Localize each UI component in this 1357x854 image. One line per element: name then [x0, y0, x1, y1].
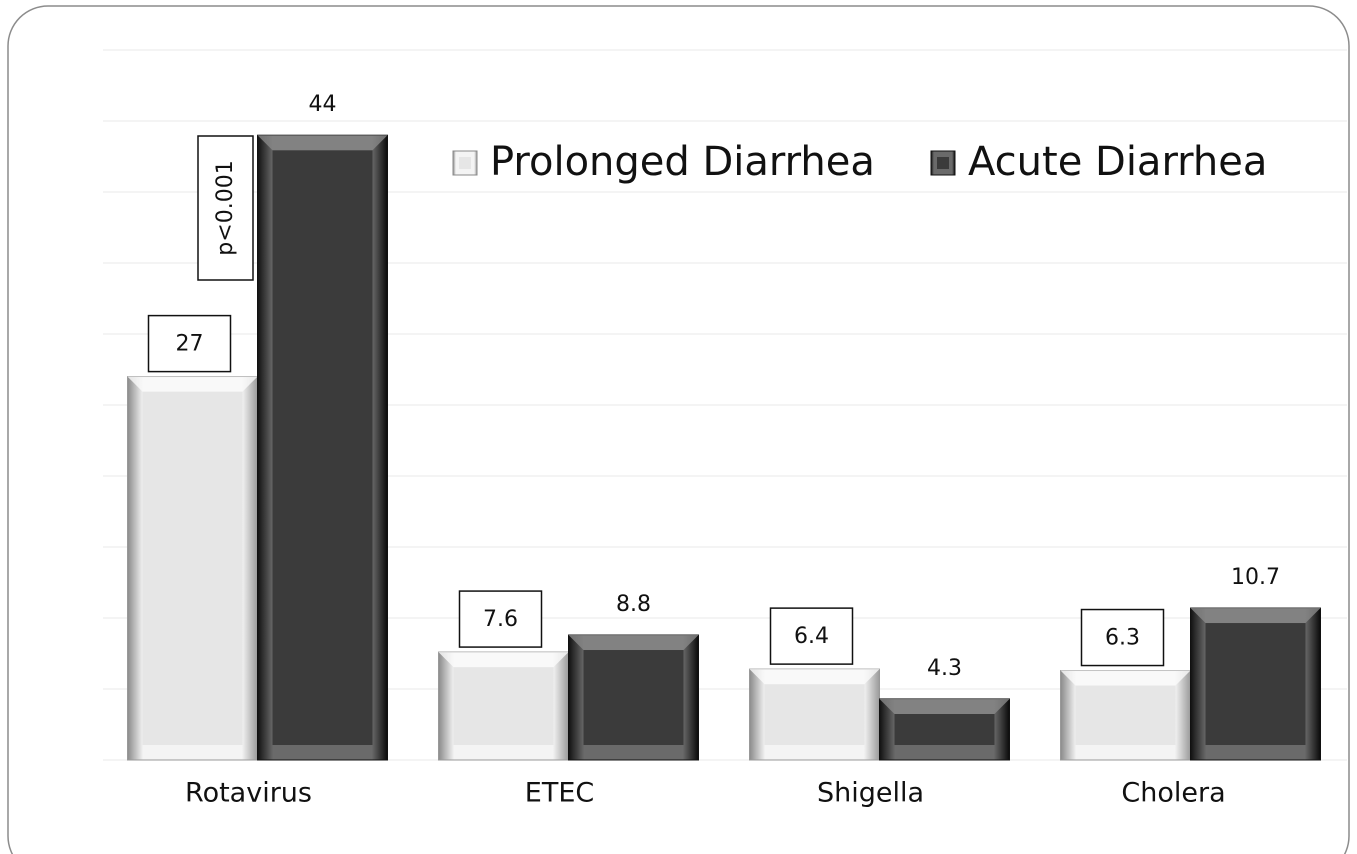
bar-bevel: [257, 135, 388, 151]
annotation-box: [197, 135, 254, 281]
bar-face: [894, 713, 995, 745]
bar-face: [272, 150, 373, 745]
value-label-box: [147, 314, 232, 373]
value-label: 4.3: [927, 656, 962, 681]
value-label: 44: [309, 92, 337, 117]
value-label: 6.4: [794, 624, 829, 649]
x-tick-label: Rotavirus: [185, 778, 312, 809]
bar-face: [453, 667, 554, 745]
value-label-box: [1080, 608, 1165, 667]
bar-bevel: [568, 635, 699, 651]
bar-bevel: [438, 652, 569, 668]
value-label: 8.8: [616, 592, 651, 617]
legend-label: Acute Diarrhea: [968, 139, 1267, 185]
legend-swatch-face: [937, 157, 949, 169]
annotation: p<0.001: [213, 160, 238, 255]
value-label: 7.6: [483, 607, 518, 632]
value-label: 6.3: [1105, 626, 1140, 651]
bar-face: [142, 391, 243, 745]
value-label-box: [458, 590, 543, 648]
value-label: 27: [176, 332, 204, 357]
bar-bevel: [1060, 670, 1191, 686]
frame: [7, 5, 1350, 854]
bar-face: [583, 650, 684, 745]
x-tick-label: ETEC: [525, 778, 594, 809]
bar-face: [764, 684, 865, 745]
bar-face: [1075, 685, 1176, 745]
legend-label: Prolonged Diarrhea: [490, 139, 875, 185]
x-tick-label: Cholera: [1121, 778, 1225, 809]
bar-bevel: [127, 376, 258, 392]
bar-bevel: [1190, 608, 1321, 624]
legend-swatch: [930, 150, 956, 176]
legend-swatch-face: [459, 157, 471, 169]
bar-bevel: [749, 669, 880, 685]
bar-bevel: [879, 698, 1010, 714]
value-label-box: [769, 607, 854, 665]
value-label: 10.7: [1231, 565, 1280, 590]
x-tick-label: Shigella: [817, 778, 924, 809]
bar-face: [1205, 623, 1306, 745]
